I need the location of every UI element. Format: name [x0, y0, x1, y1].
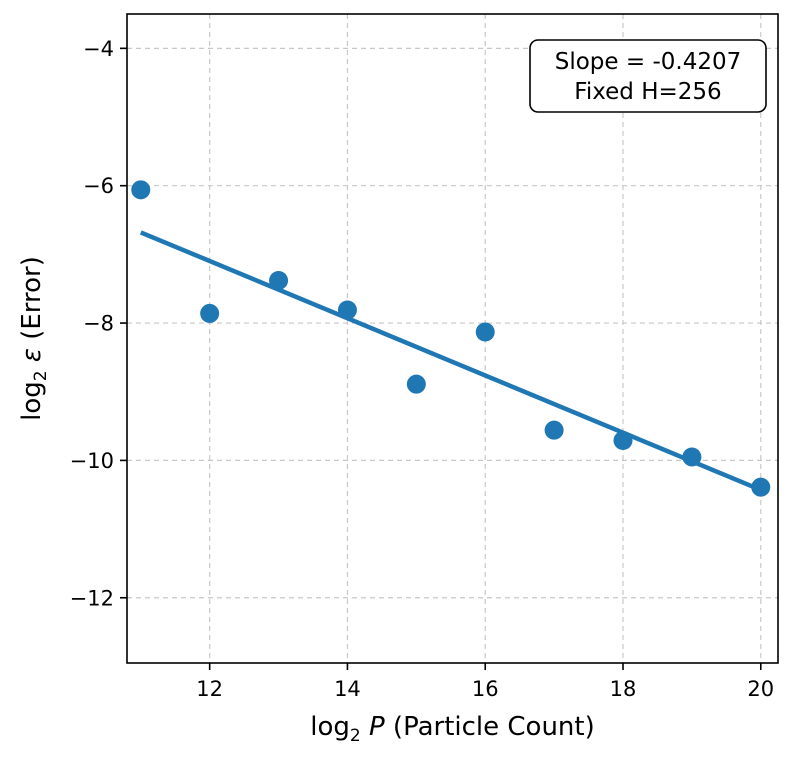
data-points-layer — [131, 180, 771, 497]
x-tick-label: 16 — [472, 677, 499, 701]
x-axis-label-text: (Particle Count) — [385, 712, 595, 742]
x-axis-label: log2 P (Particle Count) — [310, 712, 595, 746]
grid — [127, 14, 778, 663]
annotation-fixed-h-text: Fixed H=256 — [574, 79, 721, 105]
y-tick-label: −12 — [70, 586, 114, 610]
data-point — [475, 322, 495, 342]
y-tick-label: −4 — [83, 37, 114, 61]
y-axis-label-symbol: ε — [17, 348, 47, 362]
data-point — [751, 477, 771, 497]
data-point — [269, 270, 289, 290]
x-axis-label-symbol: P — [369, 712, 385, 742]
x-tick-label: 14 — [334, 677, 361, 701]
x-axis-label-log: log — [310, 712, 350, 742]
annotation-box — [529, 39, 767, 113]
data-point — [682, 447, 702, 467]
data-point — [131, 180, 151, 200]
y-axis-label-space — [17, 362, 47, 370]
x-axis-ticks: 12 14 16 18 20 — [196, 663, 774, 701]
y-axis-label-subscript: 2 — [31, 370, 51, 381]
x-tick-label: 20 — [747, 677, 774, 701]
y-axis-ticks: −4 −6 −8 −10 −12 — [70, 37, 127, 610]
slope-annotation: Slope = -0.4207 Fixed H=256 — [529, 39, 767, 113]
data-point — [337, 300, 357, 320]
data-point — [406, 374, 426, 394]
data-point — [200, 303, 220, 323]
y-axis-label-text: (Error) — [17, 256, 47, 348]
y-tick-label: −8 — [83, 312, 114, 336]
fit-line-layer — [139, 230, 762, 493]
y-axis-label-log: log — [17, 381, 47, 421]
x-tick-label: 18 — [610, 677, 637, 701]
x-tick-label: 12 — [196, 677, 223, 701]
x-axis-label-space — [361, 712, 369, 742]
plot-frame — [126, 13, 779, 664]
annotation-slope-text: Slope = -0.4207 — [555, 49, 741, 75]
y-axis-label: log2 ε (Error) — [17, 256, 51, 421]
fit-line — [139, 230, 762, 493]
x-axis-label-subscript: 2 — [350, 726, 361, 746]
data-point — [544, 420, 564, 440]
data-point — [613, 430, 633, 450]
y-tick-label: −10 — [70, 449, 114, 473]
y-tick-label: −6 — [83, 174, 114, 198]
